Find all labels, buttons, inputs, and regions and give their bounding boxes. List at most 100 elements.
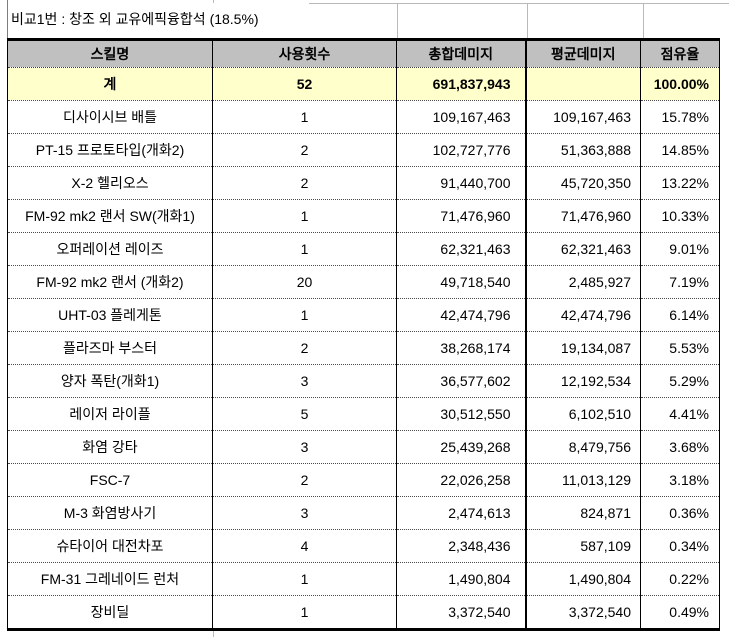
cell-share[interactable]: 0.34% xyxy=(640,529,720,563)
cell-uses[interactable]: 2 xyxy=(212,166,397,200)
cell-avg-damage[interactable]: 11,013,129 xyxy=(525,463,641,497)
cell-share[interactable]: 0.49% xyxy=(640,595,720,630)
cell-skill[interactable]: UHT-03 플레게톤 xyxy=(7,298,213,332)
cell-share[interactable]: 9.01% xyxy=(640,232,720,266)
cell-uses[interactable]: 1 xyxy=(212,595,397,630)
cell-total-damage[interactable]: 22,026,258 xyxy=(396,463,527,497)
cell-share[interactable]: 0.36% xyxy=(640,496,720,530)
cell-avg-damage[interactable]: 587,109 xyxy=(525,529,641,563)
sheet-title[interactable]: 비교1번 : 창조 외 교유에픽융합석 (18.5%) xyxy=(11,11,259,27)
cell-skill[interactable]: FM-92 mk2 랜서 (개화2) xyxy=(7,265,213,299)
cell-avg-damage[interactable]: 6,102,510 xyxy=(525,397,641,431)
cell-share[interactable]: 14.85% xyxy=(640,133,720,167)
cell-total-damage[interactable]: 62,321,463 xyxy=(396,232,527,266)
cell-skill[interactable]: X-2 헬리오스 xyxy=(7,166,213,200)
cell-avg-damage[interactable]: 51,363,888 xyxy=(525,133,641,167)
cell-total-damage[interactable]: 2,474,613 xyxy=(396,496,527,530)
cell-avg-damage[interactable]: 1,490,804 xyxy=(525,562,641,596)
cell-skill[interactable]: 계 xyxy=(7,67,213,101)
cell-share[interactable]: 4.41% xyxy=(640,397,720,431)
cell-uses[interactable]: 3 xyxy=(212,430,397,464)
cell-avg-damage[interactable]: 109,167,463 xyxy=(525,100,641,134)
header-row: 스킬명 사용횟수 총합데미지 평균데미지 점유율 xyxy=(7,39,720,68)
cell-uses[interactable]: 3 xyxy=(212,496,397,530)
cell-uses[interactable]: 2 xyxy=(212,133,397,167)
cell-skill[interactable]: M-3 화염방사기 xyxy=(7,496,213,530)
cell-total-damage[interactable]: 49,718,540 xyxy=(396,265,527,299)
gridline-col-share xyxy=(643,3,644,38)
cell-total-damage[interactable]: 71,476,960 xyxy=(396,199,527,233)
cell-skill[interactable]: 레이저 라이플 xyxy=(7,397,213,431)
cell-avg-damage[interactable] xyxy=(525,67,641,101)
table-body: 계 52 691,837,943 100.00% 디사이시브 배틀 1 109,… xyxy=(7,67,720,630)
cell-avg-damage[interactable]: 2,485,927 xyxy=(525,265,641,299)
cell-uses[interactable]: 4 xyxy=(212,529,397,563)
cell-skill[interactable]: 슈타이어 대전차포 xyxy=(7,529,213,563)
cell-avg-damage[interactable]: 62,321,463 xyxy=(525,232,641,266)
cell-total-damage[interactable]: 102,727,776 xyxy=(396,133,527,167)
cell-total-damage[interactable]: 42,474,796 xyxy=(396,298,527,332)
cell-skill[interactable]: 화염 강타 xyxy=(7,430,213,464)
cell-skill[interactable]: 디사이시브 배틀 xyxy=(7,100,213,134)
table-row: PT-15 프로토타입(개화2) 2 102,727,776 51,363,88… xyxy=(7,133,720,167)
cell-skill[interactable]: FM-92 mk2 랜서 SW(개화1) xyxy=(7,199,213,233)
cell-total-damage[interactable]: 25,439,268 xyxy=(396,430,527,464)
cell-share[interactable]: 15.78% xyxy=(640,100,720,134)
cell-uses[interactable]: 2 xyxy=(212,463,397,497)
cell-skill[interactable]: 오퍼레이션 레이즈 xyxy=(7,232,213,266)
cell-avg-damage[interactable]: 824,871 xyxy=(525,496,641,530)
cell-uses[interactable]: 1 xyxy=(212,298,397,332)
cell-share[interactable]: 5.29% xyxy=(640,364,720,398)
cell-skill[interactable]: FM-31 그레네이드 런처 xyxy=(7,562,213,596)
cell-skill[interactable]: 장비딜 xyxy=(7,595,213,630)
cell-share[interactable]: 100.00% xyxy=(640,67,720,101)
table-header: 스킬명 사용횟수 총합데미지 평균데미지 점유율 xyxy=(7,39,720,68)
cell-avg-damage[interactable]: 42,474,796 xyxy=(525,298,641,332)
cell-avg-damage[interactable]: 71,476,960 xyxy=(525,199,641,233)
cell-avg-damage[interactable]: 3,372,540 xyxy=(525,595,641,630)
table-row: 화염 강타 3 25,439,268 8,479,756 3.68% xyxy=(7,430,720,464)
cell-share[interactable]: 5.53% xyxy=(640,331,720,365)
cell-avg-damage[interactable]: 45,720,350 xyxy=(525,166,641,200)
cell-skill[interactable]: 플라즈마 부스터 xyxy=(7,331,213,365)
cell-total-damage[interactable]: 3,372,540 xyxy=(396,595,527,630)
cell-uses[interactable]: 1 xyxy=(212,199,397,233)
cell-uses[interactable]: 5 xyxy=(212,397,397,431)
cell-share[interactable]: 7.19% xyxy=(640,265,720,299)
cell-avg-damage[interactable]: 8,479,756 xyxy=(525,430,641,464)
column-header-share[interactable]: 점유율 xyxy=(640,39,720,68)
cell-share[interactable]: 3.18% xyxy=(640,463,720,497)
cell-share[interactable]: 0.22% xyxy=(640,562,720,596)
column-header-avg-damage[interactable]: 평균데미지 xyxy=(525,39,641,68)
cell-total-damage[interactable]: 691,837,943 xyxy=(396,67,527,101)
cell-uses[interactable]: 52 xyxy=(212,67,397,101)
column-header-uses[interactable]: 사용횟수 xyxy=(212,39,397,68)
table-row: 디사이시브 배틀 1 109,167,463 109,167,463 15.78… xyxy=(7,100,720,134)
column-header-total-damage[interactable]: 총합데미지 xyxy=(396,39,527,68)
cell-skill[interactable]: FSC-7 xyxy=(7,463,213,497)
cell-share[interactable]: 10.33% xyxy=(640,199,720,233)
gridline-tick-top xyxy=(213,0,214,3)
cell-total-damage[interactable]: 91,440,700 xyxy=(396,166,527,200)
cell-total-damage[interactable]: 1,490,804 xyxy=(396,562,527,596)
cell-uses[interactable]: 1 xyxy=(212,100,397,134)
cell-total-damage[interactable]: 30,512,550 xyxy=(396,397,527,431)
cell-total-damage[interactable]: 38,268,174 xyxy=(396,331,527,365)
cell-skill[interactable]: 양자 폭탄(개화1) xyxy=(7,364,213,398)
cell-total-damage[interactable]: 109,167,463 xyxy=(396,100,527,134)
cell-total-damage[interactable]: 36,577,602 xyxy=(396,364,527,398)
cell-uses[interactable]: 1 xyxy=(212,562,397,596)
column-header-skill[interactable]: 스킬명 xyxy=(7,39,213,68)
cell-total-damage[interactable]: 2,348,436 xyxy=(396,529,527,563)
cell-uses[interactable]: 2 xyxy=(212,331,397,365)
cell-uses[interactable]: 20 xyxy=(212,265,397,299)
table-row: 플라즈마 부스터 2 38,268,174 19,134,087 5.53% xyxy=(7,331,720,365)
cell-skill[interactable]: PT-15 프로토타입(개화2) xyxy=(7,133,213,167)
cell-share[interactable]: 13.22% xyxy=(640,166,720,200)
cell-share[interactable]: 3.68% xyxy=(640,430,720,464)
cell-avg-damage[interactable]: 12,192,534 xyxy=(525,364,641,398)
cell-avg-damage[interactable]: 19,134,087 xyxy=(525,331,641,365)
cell-uses[interactable]: 1 xyxy=(212,232,397,266)
cell-uses[interactable]: 3 xyxy=(212,364,397,398)
cell-share[interactable]: 6.14% xyxy=(640,298,720,332)
